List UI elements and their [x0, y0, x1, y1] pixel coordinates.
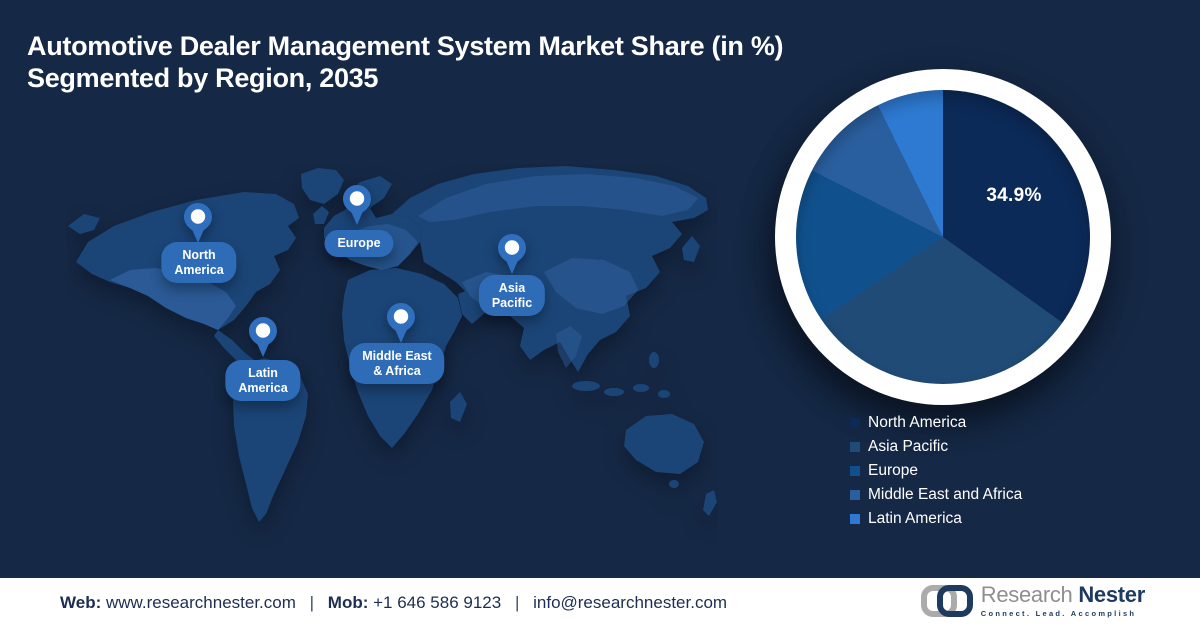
landmass-central-america — [214, 330, 254, 368]
phone-number[interactable]: +1 646 586 9123 — [373, 593, 502, 612]
mob-label: Mob: — [327, 593, 369, 612]
pie-chart: 34.9% — [796, 90, 1090, 384]
legend-swatch-icon — [850, 442, 860, 452]
region-label-text: Latin — [248, 366, 278, 380]
landmass-alaska — [68, 214, 100, 234]
logo-tagline: Connect. Lead. Accomplish — [980, 609, 1137, 618]
page-title: Automotive Dealer Management System Mark… — [27, 30, 957, 94]
region-label-middle-east-africa: Middle East & Africa — [349, 343, 445, 384]
website-url[interactable]: www.researchnester.com — [105, 593, 296, 612]
region-label-north-america: North America — [161, 242, 237, 283]
landmass-indonesia-4 — [658, 390, 670, 398]
region-label-text: America — [174, 262, 224, 277]
legend-item-asia-pacific: Asia Pacific — [850, 435, 1022, 459]
legend-swatch-icon — [850, 514, 860, 524]
location-pin-icon-middle-east-africa — [387, 303, 415, 343]
land-highlight-usa — [110, 268, 236, 330]
logo-text: Research Nester Connect. Lead. Accomplis… — [980, 582, 1146, 619]
landmass-madagascar — [450, 392, 467, 422]
logo-name-nester: Nester — [1078, 582, 1145, 607]
research-nester-logo: Research Nester Connect. Lead. Accomplis… — [920, 582, 1146, 619]
landmass-greenland — [301, 168, 344, 204]
logo-name: Research Nester — [980, 582, 1146, 607]
region-label-europe: Europe — [324, 230, 394, 257]
legend-swatch-icon — [850, 466, 860, 476]
region-label-text: Asia — [498, 281, 526, 295]
land-highlight-india — [556, 326, 582, 368]
region-label-latin-america: Latin America — [225, 360, 301, 401]
legend-label: Middle East and Africa — [868, 486, 1023, 503]
location-pin-icon-asia-pacific — [498, 234, 526, 274]
landmass-indonesia-1 — [572, 381, 600, 391]
region-label-text: & Africa — [373, 363, 421, 378]
landmass-uk — [313, 206, 329, 224]
legend-label: Latin America — [868, 510, 962, 527]
legend-swatch-icon — [850, 490, 860, 500]
landmass-australia — [624, 414, 704, 474]
location-pin-icon-europe — [343, 185, 371, 225]
legend-label: North America — [868, 414, 967, 431]
chain-links-logo-icon — [920, 585, 973, 617]
location-pin-icon-latin-america — [249, 317, 277, 357]
landmass-japan — [682, 236, 700, 262]
world-map — [68, 166, 717, 522]
logo-name-research: Research — [980, 582, 1073, 607]
region-label-text: Middle East — [362, 349, 432, 363]
legend-item-latin-america: Latin America — [850, 507, 1022, 531]
region-label-text: Pacific — [491, 295, 533, 310]
email-address[interactable]: info@researchnester.com — [533, 593, 728, 612]
region-label-asia-pacific: Asia Pacific — [478, 275, 546, 316]
landmass-new-zealand — [703, 490, 717, 516]
landmass-philippines — [649, 352, 659, 368]
region-label-text: Europe — [337, 236, 381, 250]
separator: | — [514, 593, 520, 612]
web-label: Web: — [60, 593, 102, 612]
contact-info: Web: www.researchnester.com | Mob: +1 64… — [60, 593, 727, 613]
legend-swatch-icon — [850, 418, 860, 428]
footer-bar: Web: www.researchnester.com | Mob: +1 64… — [0, 578, 1200, 628]
landmass-tasmania — [669, 480, 679, 488]
legend-item-middle-east-africa: Middle East and Africa — [850, 483, 1022, 507]
page-title-line2: Segmented by Region, 2035 — [27, 63, 379, 93]
location-pin-icon-north-america — [184, 203, 212, 243]
legend-item-europe: Europe — [850, 459, 1022, 483]
legend-label: Europe — [868, 462, 918, 479]
region-label-text: North — [182, 248, 216, 262]
chart-legend: North America Asia Pacific Europe Middle… — [850, 411, 1022, 531]
land-highlight-china — [544, 258, 638, 314]
landmass-indonesia-3 — [633, 384, 649, 392]
separator: | — [309, 593, 315, 612]
pie-slice-value-label: 34.9% — [986, 185, 1042, 206]
region-label-text: America — [238, 380, 288, 395]
landmass-indonesia-2 — [604, 388, 624, 396]
pie-chart-ring: 34.9% — [775, 69, 1111, 405]
legend-label: Asia Pacific — [868, 438, 949, 455]
land-highlight-russia — [418, 174, 698, 222]
page-title-line1: Automotive Dealer Management System Mark… — [27, 31, 784, 61]
legend-item-north-america: North America — [850, 411, 1022, 435]
